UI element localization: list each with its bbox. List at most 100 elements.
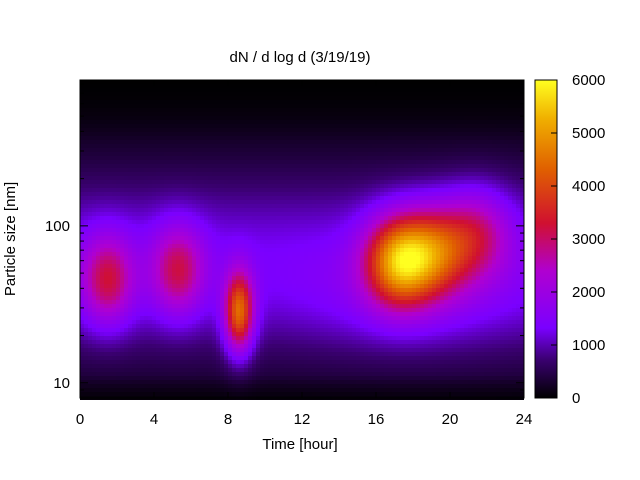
- heatmap-cell: [260, 244, 264, 248]
- heatmap-cell: [332, 116, 336, 120]
- heatmap-cell: [108, 148, 112, 152]
- heatmap-cell: [464, 104, 468, 108]
- heatmap-cell: [380, 184, 384, 188]
- heatmap-cell: [212, 244, 216, 248]
- heatmap-cell: [424, 112, 428, 116]
- heatmap-cell: [428, 224, 432, 228]
- heatmap-cell: [416, 128, 420, 132]
- heatmap-cell: [440, 232, 444, 236]
- heatmap-cell: [392, 144, 396, 148]
- heatmap-cell: [456, 244, 460, 248]
- heatmap-cell: [392, 200, 396, 204]
- heatmap-cell: [412, 172, 416, 176]
- heatmap-cell: [496, 124, 500, 128]
- heatmap-cell: [304, 164, 308, 168]
- heatmap-cell: [356, 196, 360, 200]
- heatmap-cell: [244, 252, 248, 256]
- heatmap-cell: [484, 224, 488, 228]
- heatmap-cell: [116, 140, 120, 144]
- heatmap-cell: [516, 240, 520, 244]
- heatmap-cell: [108, 128, 112, 132]
- heatmap-cell: [188, 160, 192, 164]
- heatmap-cell: [156, 256, 160, 260]
- heatmap-cell: [472, 256, 476, 260]
- heatmap-cell: [424, 164, 428, 168]
- heatmap-cell: [80, 88, 84, 92]
- heatmap-cell: [328, 200, 332, 204]
- heatmap-cell: [308, 128, 312, 132]
- heatmap-cell: [472, 100, 476, 104]
- heatmap-cell: [88, 128, 92, 132]
- heatmap-cell: [488, 112, 492, 116]
- heatmap-cell: [508, 224, 512, 228]
- heatmap-cell: [484, 200, 488, 204]
- heatmap-cell: [276, 168, 280, 172]
- heatmap-cell: [168, 120, 172, 124]
- heatmap-cell: [96, 160, 100, 164]
- heatmap-cell: [308, 132, 312, 136]
- heatmap-cell: [428, 144, 432, 148]
- heatmap-cell: [168, 168, 172, 172]
- heatmap-cell: [416, 144, 420, 148]
- heatmap-cell: [512, 144, 516, 148]
- heatmap-cell: [188, 152, 192, 156]
- heatmap-cell: [424, 160, 428, 164]
- heatmap-cell: [360, 196, 364, 200]
- heatmap-cell: [344, 140, 348, 144]
- heatmap-cell: [92, 116, 96, 120]
- heatmap-cell: [520, 84, 524, 88]
- heatmap-cell: [168, 224, 172, 228]
- heatmap-cell: [80, 108, 84, 112]
- heatmap-cell: [176, 180, 180, 184]
- heatmap-cell: [444, 128, 448, 132]
- heatmap-cell: [480, 128, 484, 132]
- heatmap-cell: [120, 132, 124, 136]
- heatmap-cell: [152, 164, 156, 168]
- heatmap-cell: [424, 136, 428, 140]
- heatmap-cell: [104, 160, 108, 164]
- heatmap-cell: [452, 120, 456, 124]
- heatmap-cell: [276, 144, 280, 148]
- heatmap-cell: [380, 168, 384, 172]
- heatmap-cell: [160, 240, 164, 244]
- heatmap-cell: [492, 212, 496, 216]
- heatmap-cell: [124, 232, 128, 236]
- heatmap-cell: [232, 132, 236, 136]
- heatmap-cell: [464, 248, 468, 252]
- heatmap-cell: [424, 128, 428, 132]
- heatmap-cell: [484, 140, 488, 144]
- heatmap-cell: [440, 96, 444, 100]
- heatmap-cell: [384, 84, 388, 88]
- heatmap-cell: [172, 148, 176, 152]
- heatmap-cell: [344, 96, 348, 100]
- heatmap-cell: [200, 240, 204, 244]
- heatmap-cell: [224, 80, 228, 84]
- heatmap-cell: [360, 96, 364, 100]
- heatmap-cell: [316, 168, 320, 172]
- heatmap-cell: [220, 228, 224, 232]
- heatmap-cell: [272, 164, 276, 168]
- heatmap-cell: [248, 240, 252, 244]
- heatmap-cell: [372, 172, 376, 176]
- heatmap-cell: [220, 212, 224, 216]
- heatmap-cell: [468, 216, 472, 220]
- heatmap-cell: [188, 124, 192, 128]
- heatmap-cell: [244, 148, 248, 152]
- heatmap-cell: [124, 100, 128, 104]
- heatmap-cell: [88, 236, 92, 240]
- heatmap-cell: [492, 144, 496, 148]
- heatmap-cell: [520, 192, 524, 196]
- heatmap-cell: [120, 176, 124, 180]
- heatmap-cell: [356, 180, 360, 184]
- heatmap-cell: [248, 128, 252, 132]
- heatmap-cell: [108, 240, 112, 244]
- heatmap-cell: [140, 108, 144, 112]
- heatmap-cell: [404, 160, 408, 164]
- heatmap-cell: [388, 172, 392, 176]
- heatmap-cell: [96, 164, 100, 168]
- heatmap-cell: [80, 236, 84, 240]
- heatmap-cell: [264, 180, 268, 184]
- heatmap-cell: [144, 136, 148, 140]
- heatmap-cell: [148, 112, 152, 116]
- heatmap-cell: [344, 224, 348, 228]
